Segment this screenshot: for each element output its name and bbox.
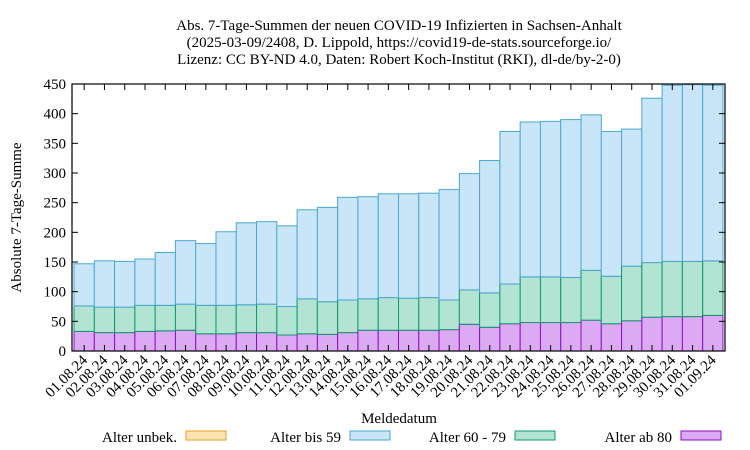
- legend-label-alter-ab-80: Alter ab 80: [605, 430, 672, 446]
- bar-stacks: [73, 84, 724, 352]
- y-tick-label: 250: [44, 196, 67, 212]
- bar-alter-bis-59-21.08.24: [479, 160, 501, 294]
- bar-alter-60-79-15.08.24: [357, 298, 379, 331]
- bar-alter-60-79-30.08.24: [661, 260, 683, 318]
- bar-alter-bis-59-28.08.24: [621, 128, 643, 267]
- y-tick-label: 150: [44, 255, 67, 271]
- bar-alter-60-79-19.08.24: [438, 299, 460, 331]
- bar-alter-bis-59-03.08.24: [114, 260, 136, 308]
- bar-alter-bis-59-31.08.24: [681, 84, 704, 262]
- bar-alter-bis-59-01.08.24: [73, 263, 95, 307]
- bar-alter-bis-59-05.08.24: [154, 252, 176, 306]
- y-tick-label: 350: [44, 136, 67, 152]
- legend-label-alter-bis-59: Alter bis 59: [270, 430, 341, 446]
- legend-swatch-alter-ab-80: [680, 430, 722, 441]
- bar-alter-60-79-06.08.24: [174, 303, 197, 331]
- legend: Alter unbek. Alter bis 59 Alter 60 - 79 Alt…: [102, 430, 722, 446]
- chart-title-line-3: Lizenz: CC BY-ND 4.0, Daten: Robert Koch…: [177, 52, 621, 68]
- bar-alter-bis-59-16.08.24: [377, 193, 400, 299]
- bar-alter-60-79-07.08.24: [195, 304, 217, 335]
- bar-alter-bis-59-19.08.24: [438, 189, 460, 301]
- bar-alter-60-79-17.08.24: [398, 297, 420, 331]
- bar-alter-bis-59-06.08.24: [174, 240, 197, 305]
- bar-alter-60-79-09.08.24: [235, 304, 258, 334]
- bar-alter-60-79-28.08.24: [621, 265, 643, 322]
- legend-label-alter-60-79: Alter 60 - 79: [429, 430, 506, 446]
- bar-alter-60-79-24.08.24: [539, 276, 562, 324]
- bar-alter-60-79-16.08.24: [377, 297, 400, 331]
- x-axis-label: Meldedatum: [361, 411, 437, 427]
- bar-alter-bis-59-18.08.24: [418, 192, 440, 299]
- bar-alter-60-79-14.08.24: [337, 299, 359, 334]
- bar-alter-60-79-20.08.24: [458, 289, 481, 325]
- chart-title-line-2: (2025-03-09/2408, D. Lippold, https://co…: [187, 35, 612, 51]
- bar-alter-60-79-18.08.24: [418, 297, 440, 331]
- bar-alter-bis-59-02.08.24: [93, 260, 116, 308]
- bar-alter-bis-59-15.08.24: [357, 196, 379, 300]
- legend-swatch-alter-unbek-: [185, 430, 227, 441]
- bar-alter-bis-59-22.08.24: [499, 130, 521, 285]
- plot-frame: [71, 83, 726, 352]
- y-tick-label: 50: [51, 314, 66, 330]
- bar-alter-60-79-23.08.24: [519, 276, 541, 324]
- legend-label-alter-unbek-: Alter unbek.: [102, 430, 177, 446]
- bar-alter-bis-59-11.08.24: [276, 225, 298, 307]
- bar-alter-60-79-02.08.24: [93, 306, 116, 334]
- bar-alter-bis-59-30.08.24: [661, 84, 683, 262]
- bar-alter-bis-59-10.08.24: [256, 221, 278, 305]
- y-axis-label: Absolute 7-Tage-Summe: [9, 142, 25, 293]
- bar-alter-bis-59-04.08.24: [134, 258, 156, 306]
- y-tick-label: 300: [44, 166, 67, 182]
- bar-alter-bis-59-17.08.24: [398, 193, 420, 299]
- y-tick-label: 400: [44, 107, 67, 123]
- bar-alter-60-79-13.08.24: [316, 301, 339, 335]
- bar-alter-60-79-11.08.24: [276, 306, 298, 336]
- bar-alter-60-79-22.08.24: [499, 283, 521, 325]
- y-tick-label: 0: [59, 344, 67, 360]
- bar-alter-bis-59-07.08.24: [195, 243, 217, 306]
- bar-alter-bis-59-12.08.24: [296, 209, 318, 300]
- bar-alter-bis-59-27.08.24: [600, 130, 623, 277]
- y-tick-label: 450: [44, 77, 67, 93]
- y-axis: 0 50 100 150 200 250 300 350 400 450: [44, 77, 725, 360]
- bar-alter-bis-59-09.08.24: [235, 222, 258, 306]
- legend-swatch-alter-60-79: [514, 430, 556, 441]
- bar-alter-60-79-08.08.24: [215, 304, 237, 335]
- bar-alter-60-79-29.08.24: [641, 262, 663, 318]
- bar-alter-60-79-01.09.24: [702, 260, 724, 316]
- x-axis: 01.08.2402.08.2403.08.2404.08.2405.08.24…: [43, 84, 720, 401]
- y-tick-label: 100: [44, 285, 67, 301]
- bar-alter-60-79-27.08.24: [600, 275, 623, 325]
- y-tick-label: 200: [44, 225, 67, 241]
- bar-alter-bis-59-20.08.24: [458, 173, 481, 291]
- bar-alter-bis-59-26.08.24: [580, 114, 602, 271]
- chart-title-line-1: Abs. 7-Tage-Summen der neuen COVID-19 In…: [176, 18, 622, 34]
- bar-alter-bis-59-08.08.24: [215, 231, 237, 306]
- bar-alter-60-79-25.08.24: [560, 276, 582, 324]
- bar-alter-bis-59-29.08.24: [641, 97, 663, 264]
- bar-alter-60-79-12.08.24: [296, 298, 318, 335]
- legend-swatch-alter-bis-59: [349, 430, 391, 441]
- bar-alter-60-79-21.08.24: [479, 292, 501, 328]
- bar-alter-60-79-04.08.24: [134, 304, 156, 332]
- bar-alter-60-79-01.08.24: [73, 305, 95, 332]
- bar-alter-bis-59-25.08.24: [560, 119, 582, 278]
- bar-alter-bis-59-24.08.24: [539, 120, 562, 278]
- bar-alter-60-79-10.08.24: [256, 303, 278, 334]
- bar-alter-60-79-26.08.24: [580, 269, 602, 321]
- bar-alter-60-79-03.08.24: [114, 306, 136, 334]
- bar-alter-bis-59-14.08.24: [337, 196, 359, 301]
- bar-alter-60-79-31.08.24: [681, 260, 704, 318]
- bar-alter-bis-59-13.08.24: [316, 206, 339, 303]
- bar-alter-bis-59-23.08.24: [519, 121, 541, 278]
- bar-alter-60-79-05.08.24: [154, 304, 176, 332]
